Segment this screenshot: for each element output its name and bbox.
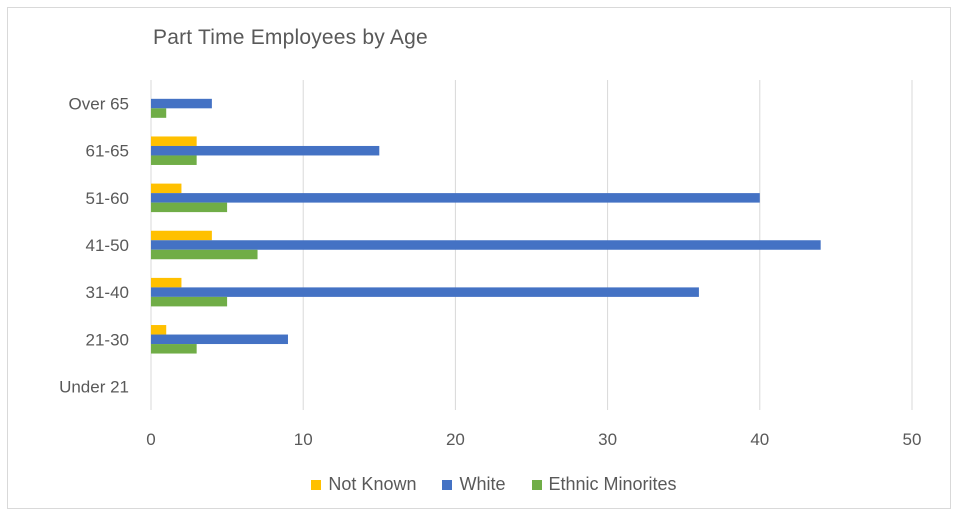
bar (151, 230, 212, 241)
y-category-label: 51-60 (86, 189, 129, 208)
bar (151, 287, 699, 297)
bar (151, 344, 197, 354)
bar (151, 145, 380, 156)
bar (151, 155, 197, 165)
x-tick-label: 50 (903, 430, 922, 449)
bar (151, 334, 288, 345)
bar (151, 183, 182, 194)
legend-swatch (311, 479, 322, 490)
bar (151, 108, 167, 118)
legend-label: Not Known (328, 474, 417, 494)
legend-swatch (442, 479, 453, 490)
legend-item: Ethnic Minorites (531, 474, 677, 495)
y-category-label: Under 21 (59, 377, 129, 396)
x-tick-label: 0 (146, 430, 155, 449)
legend-swatch (531, 479, 542, 490)
bar (151, 325, 167, 335)
legend-label: Ethnic Minorites (548, 474, 677, 494)
y-category-label: 41-50 (86, 236, 129, 255)
bar (151, 136, 197, 146)
x-tick-label: 30 (598, 430, 617, 449)
y-category-label: 21-30 (86, 330, 129, 349)
legend-label: White (459, 474, 506, 494)
legend-item: White (442, 474, 506, 495)
x-tick-label: 10 (294, 430, 313, 449)
bar (151, 202, 228, 213)
y-category-label: Over 65 (69, 95, 129, 114)
chart-title: Part Time Employees by Age (153, 26, 428, 49)
x-tick-label: 20 (446, 430, 465, 449)
bar (151, 193, 760, 203)
chart-legend: Not Known White Ethnic Minorites (0, 474, 968, 495)
y-category-label: 61-65 (86, 142, 129, 161)
y-category-label: 31-40 (86, 283, 129, 302)
legend-item: Not Known (311, 474, 416, 495)
bar (151, 240, 821, 250)
bar (151, 277, 182, 288)
bar (151, 296, 228, 307)
bar (151, 98, 212, 109)
bar (151, 249, 258, 260)
x-tick-label: 40 (750, 430, 769, 449)
